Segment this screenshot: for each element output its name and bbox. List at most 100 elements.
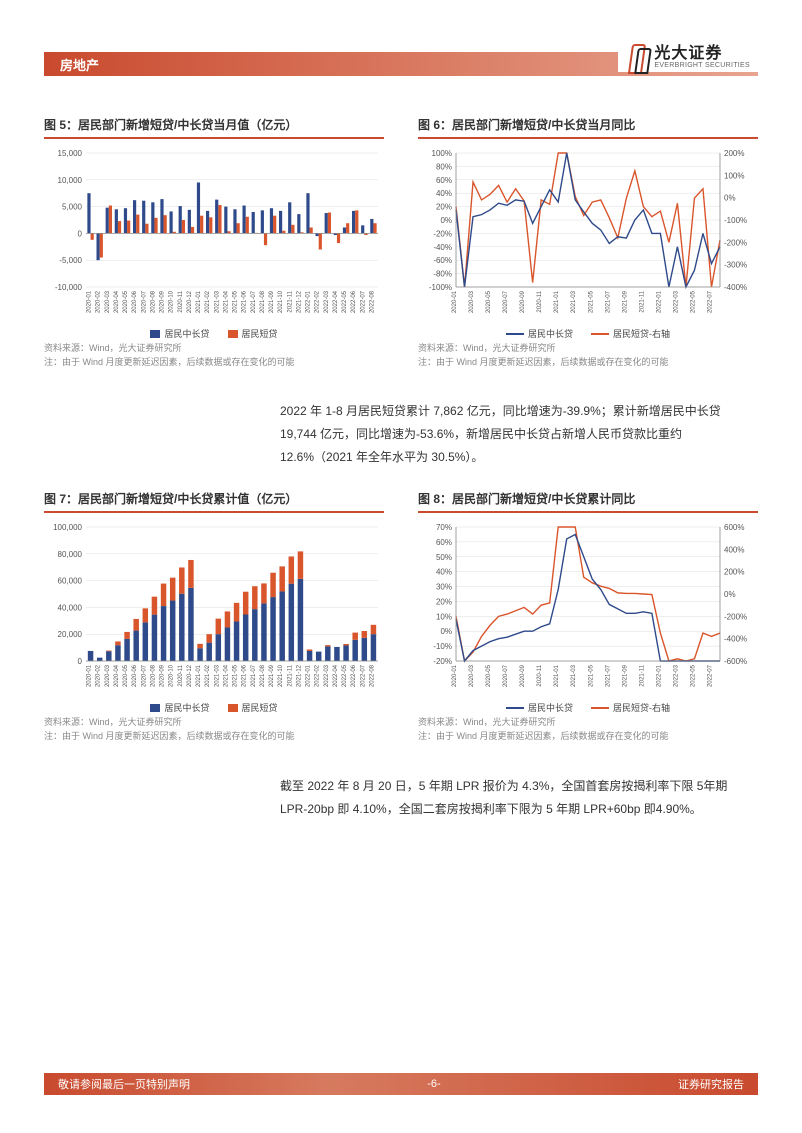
svg-text:2020-08: 2020-08 — [150, 664, 156, 687]
svg-text:-400%: -400% — [724, 283, 747, 292]
svg-text:60,000: 60,000 — [58, 577, 83, 586]
svg-text:2020-04: 2020-04 — [114, 664, 120, 687]
chart8-title: 图 8：居民部门新增短贷/中长贷累计同比 — [418, 490, 758, 513]
svg-text:2021-01: 2021-01 — [554, 664, 560, 687]
svg-text:-600%: -600% — [724, 657, 747, 666]
svg-text:2020-09: 2020-09 — [160, 664, 166, 687]
svg-text:2022-07: 2022-07 — [360, 664, 366, 687]
svg-text:2021-12: 2021-12 — [296, 664, 302, 687]
svg-text:2021-07: 2021-07 — [251, 290, 257, 313]
paragraph2: 截至 2022 年 8 月 20 日，5 年期 LPR 报价为 4.3%，全国首… — [280, 775, 758, 821]
chart7-legend: 居民中长贷 居民短贷 — [44, 701, 384, 714]
chart5-note: 注：由于 Wind 月度更新延迟因素，后续数据或存在变化的可能 — [44, 356, 384, 370]
footer-page: -6- — [427, 1078, 440, 1090]
svg-text:2022-04: 2022-04 — [333, 664, 339, 687]
svg-text:2020-07: 2020-07 — [503, 664, 509, 687]
svg-text:2021-05: 2021-05 — [588, 290, 594, 313]
svg-text:2020-07: 2020-07 — [141, 664, 147, 687]
svg-text:2021-09: 2021-09 — [269, 664, 275, 687]
svg-text:2020-09: 2020-09 — [160, 290, 166, 313]
svg-text:2022-02: 2022-02 — [315, 664, 321, 687]
svg-text:600%: 600% — [724, 523, 744, 532]
svg-text:2021-02: 2021-02 — [205, 290, 211, 313]
svg-text:2020-07: 2020-07 — [503, 290, 509, 313]
chart8-svg: -20%-10%0%10%20%30%40%50%60%70%-600%-400… — [418, 519, 758, 699]
svg-text:2022-06: 2022-06 — [351, 664, 357, 687]
chart5-source: 资料来源：Wind，光大证券研究所 — [44, 342, 384, 356]
footer-bar: 敬请参阅最后一页特别声明 -6- 证券研究报告 — [44, 1073, 758, 1095]
chart7-title: 图 7：居民部门新增短贷/中长贷累计值（亿元） — [44, 490, 384, 513]
svg-text:2022-03: 2022-03 — [673, 664, 679, 687]
svg-text:80%: 80% — [436, 162, 452, 171]
svg-text:2021-07: 2021-07 — [605, 664, 611, 687]
svg-text:2021-08: 2021-08 — [260, 290, 266, 313]
svg-text:2022-01: 2022-01 — [306, 290, 312, 313]
logo-cn: 光大证券 — [654, 46, 750, 62]
svg-text:2020-02: 2020-02 — [96, 290, 102, 313]
svg-text:2021-09: 2021-09 — [622, 290, 628, 313]
chart6-svg: -100%-80%-60%-40%-20%0%20%40%60%80%100%-… — [418, 145, 758, 325]
svg-text:60%: 60% — [436, 538, 452, 547]
svg-text:2021-05: 2021-05 — [233, 290, 239, 313]
svg-text:20%: 20% — [436, 203, 452, 212]
chart6-legend: 居民中长贷 居民短贷-右轴 — [418, 327, 758, 340]
chart6-source: 资料来源：Wind，光大证券研究所 — [418, 342, 758, 356]
svg-text:2020-06: 2020-06 — [132, 290, 138, 313]
svg-text:2020-10: 2020-10 — [169, 664, 175, 687]
svg-text:2020-05: 2020-05 — [486, 664, 492, 687]
svg-text:10,000: 10,000 — [58, 176, 83, 185]
svg-text:2020-03: 2020-03 — [105, 664, 111, 687]
svg-text:400%: 400% — [724, 545, 744, 554]
svg-text:0%: 0% — [724, 194, 736, 203]
svg-text:2020-03: 2020-03 — [469, 664, 475, 687]
svg-text:50%: 50% — [436, 553, 452, 562]
svg-text:2020-04: 2020-04 — [114, 290, 120, 313]
svg-text:2020-05: 2020-05 — [123, 290, 129, 313]
svg-text:2021-01: 2021-01 — [554, 290, 560, 313]
chart6: 图 6：居民部门新增短贷/中长贷当月同比 -100%-80%-60%-40%-2… — [418, 116, 758, 369]
svg-text:2022-05: 2022-05 — [342, 290, 348, 313]
svg-text:2021-05: 2021-05 — [233, 664, 239, 687]
chart8-source: 资料来源：Wind，光大证券研究所 — [418, 716, 758, 730]
svg-text:20%: 20% — [436, 597, 452, 606]
logo-icon — [626, 42, 648, 72]
svg-text:-400%: -400% — [724, 635, 747, 644]
logo-en: EVERBRIGHT SECURITIES — [654, 62, 750, 69]
svg-text:2022-01: 2022-01 — [656, 664, 662, 687]
svg-text:2021-02: 2021-02 — [205, 664, 211, 687]
svg-text:-10,000: -10,000 — [55, 283, 83, 292]
svg-text:200%: 200% — [724, 149, 744, 158]
svg-text:2022-05: 2022-05 — [690, 664, 696, 687]
paragraph1: 2022 年 1-8 月居民短贷累计 7,862 亿元，同比增速为-39.9%；… — [280, 400, 758, 468]
chart7: 图 7：居民部门新增短贷/中长贷累计值（亿元） 020,00040,00060,… — [44, 490, 384, 743]
svg-text:2022-08: 2022-08 — [369, 290, 375, 313]
svg-text:-60%: -60% — [433, 256, 452, 265]
svg-text:0%: 0% — [440, 627, 452, 636]
svg-text:2021-08: 2021-08 — [260, 664, 266, 687]
svg-text:2020-12: 2020-12 — [187, 290, 193, 313]
svg-text:2022-03: 2022-03 — [324, 290, 330, 313]
svg-text:2020-01: 2020-01 — [87, 290, 93, 313]
svg-text:2021-01: 2021-01 — [196, 290, 202, 313]
svg-text:2022-03: 2022-03 — [673, 290, 679, 313]
svg-text:-100%: -100% — [429, 283, 452, 292]
svg-text:2022-05: 2022-05 — [690, 290, 696, 313]
svg-text:2022-04: 2022-04 — [333, 290, 339, 313]
svg-text:0: 0 — [78, 229, 83, 238]
svg-text:2021-04: 2021-04 — [223, 664, 229, 687]
svg-text:15,000: 15,000 — [58, 149, 83, 158]
svg-text:2020-01: 2020-01 — [452, 664, 458, 687]
svg-text:2022-07: 2022-07 — [360, 290, 366, 313]
svg-text:2021-03: 2021-03 — [571, 664, 577, 687]
svg-text:2022-07: 2022-07 — [707, 664, 713, 687]
svg-text:2020-08: 2020-08 — [150, 290, 156, 313]
svg-text:2020-06: 2020-06 — [132, 664, 138, 687]
chart7-source: 资料来源：Wind，光大证券研究所 — [44, 716, 384, 730]
svg-text:2020-09: 2020-09 — [520, 664, 526, 687]
svg-text:2021-09: 2021-09 — [269, 290, 275, 313]
svg-text:2020-09: 2020-09 — [520, 290, 526, 313]
svg-text:0%: 0% — [724, 590, 736, 599]
svg-text:-40%: -40% — [433, 243, 452, 252]
svg-text:2021-07: 2021-07 — [251, 664, 257, 687]
svg-text:2022-01: 2022-01 — [306, 664, 312, 687]
